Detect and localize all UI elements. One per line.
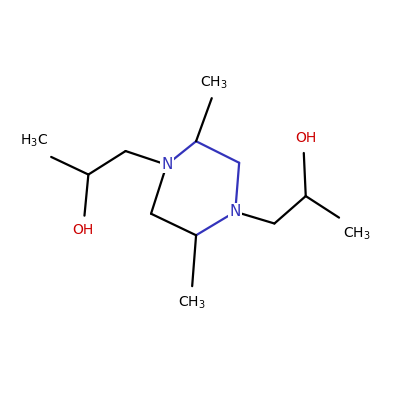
Text: OH: OH <box>72 223 93 237</box>
Text: OH: OH <box>295 131 316 145</box>
Text: CH$_3$: CH$_3$ <box>343 226 370 242</box>
Text: N: N <box>230 204 241 219</box>
Text: CH$_3$: CH$_3$ <box>200 75 228 91</box>
Text: N: N <box>161 157 172 172</box>
Text: H$_3$C: H$_3$C <box>20 133 48 149</box>
Text: CH$_3$: CH$_3$ <box>178 295 206 311</box>
